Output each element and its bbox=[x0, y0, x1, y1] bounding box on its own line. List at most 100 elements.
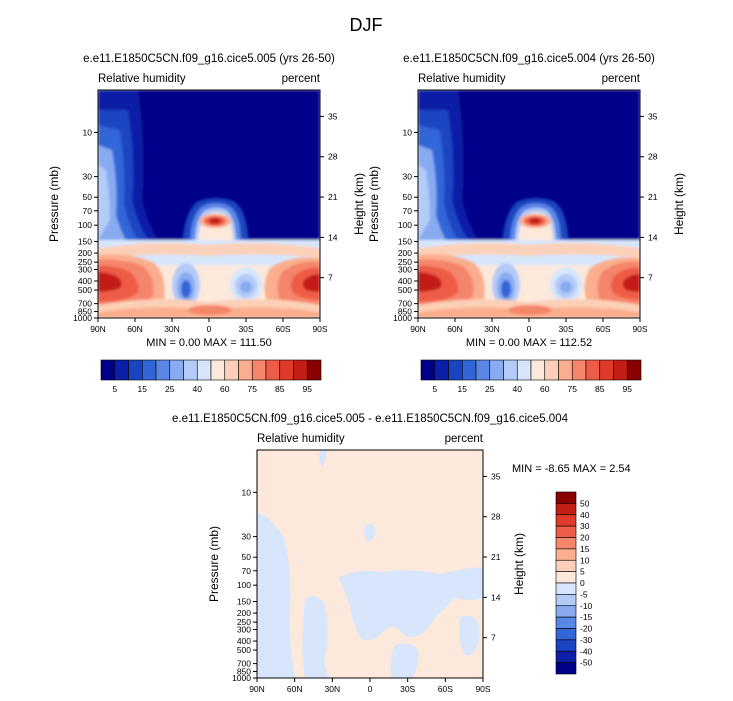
panel-c-colorbar-swatch bbox=[555, 662, 577, 675]
panel-a-colorbar-swatch bbox=[306, 359, 322, 381]
panel-c-colorbar-label: -10 bbox=[580, 601, 593, 611]
panel-b-colorbar-swatch bbox=[475, 359, 491, 381]
panel-a-colorbar-label: 75 bbox=[248, 384, 258, 394]
panel-c-colorbar-label: 0 bbox=[580, 578, 585, 588]
panel-c-colorbar-swatch bbox=[555, 571, 577, 584]
panel-a-colorbar-label: 15 bbox=[138, 384, 148, 394]
panel-b-xtick-label: 0 bbox=[527, 324, 532, 334]
panel-c-title: e.e11.E1850C5CN.f09_g16.cice5.005 - e.e1… bbox=[172, 413, 569, 425]
panel-c-colorbar-label: 50 bbox=[580, 498, 590, 508]
panel-c-colorbar-swatch bbox=[555, 514, 577, 527]
panel-a-left-label: Relative humidity bbox=[98, 73, 186, 85]
panel-a-ytick-label: 50 bbox=[83, 192, 93, 202]
panel-c-xtick-label: 30S bbox=[400, 684, 415, 694]
panel-b-colorbar-swatch bbox=[599, 359, 614, 381]
panel-a-ytick-label: 850 bbox=[78, 306, 92, 316]
panel-c-colorbar-label: -50 bbox=[580, 658, 593, 668]
panel-b-ytick-label: 400 bbox=[398, 276, 412, 286]
panel-b-colorbar-swatch bbox=[489, 359, 504, 381]
panel-b-xtick-label: 30S bbox=[558, 324, 573, 334]
panel-c-ytick-label: 100 bbox=[237, 580, 251, 590]
panel-c-colorbar-label: -30 bbox=[580, 635, 593, 645]
panel-c-ytick-label: 700 bbox=[237, 659, 251, 669]
panel-a-stats: MIN = 0.00 MAX = 111.50 bbox=[146, 337, 272, 349]
panel-a-ytick-right-label: 35 bbox=[328, 111, 338, 121]
panel-b-ytick-label: 500 bbox=[398, 285, 412, 295]
panel-b-colorbar-swatch bbox=[516, 359, 532, 381]
panel-a-colorbar-swatch bbox=[279, 359, 294, 381]
panel-c-field bbox=[257, 450, 483, 678]
panel-b-colorbar-swatch bbox=[530, 359, 546, 381]
panel-b-stats: MIN = 0.00 MAX = 112.52 bbox=[466, 337, 592, 349]
panel-c-colorbar-swatch bbox=[555, 525, 577, 538]
panel-b-ytick-label: 70 bbox=[403, 206, 413, 216]
panel-c-ytick-right-label: 7 bbox=[491, 633, 496, 643]
panel-b-colorbar: 5 15 25 40 60 75 85 95 bbox=[420, 359, 642, 394]
panel-b-colorbar-swatch bbox=[613, 359, 628, 381]
panel-b-colorbar-swatch bbox=[585, 359, 601, 381]
panel-c-colorbar-label: -15 bbox=[580, 612, 593, 622]
panel-c-colorbar-label: 40 bbox=[580, 510, 590, 520]
panel-b-colorbar-label: 75 bbox=[568, 384, 578, 394]
panel-c-colorbar-swatch bbox=[555, 559, 577, 572]
panel-a-colorbar-swatch bbox=[141, 359, 157, 381]
panel-b-colorbar-label: 15 bbox=[458, 384, 468, 394]
panel-a-ytick-label: 1000 bbox=[73, 313, 92, 323]
panel-b-ytick-right-label: 21 bbox=[648, 192, 658, 202]
panel-c-colorbar-label: 30 bbox=[580, 521, 590, 531]
panel-a-field bbox=[98, 90, 320, 318]
panel-b-field bbox=[418, 90, 640, 318]
panel-c-colorbar-swatch bbox=[555, 594, 577, 607]
figure-title: DJF bbox=[350, 15, 383, 35]
panel-a-ytick-label: 200 bbox=[78, 248, 92, 258]
panel-c-colorbar-label: 15 bbox=[580, 544, 590, 554]
panel-c-colorbar-swatch bbox=[555, 628, 577, 641]
panel-c-xtick-label: 0 bbox=[368, 684, 373, 694]
panel-a-colorbar-label: 25 bbox=[165, 384, 175, 394]
panel-c-colorbar-swatch bbox=[555, 491, 577, 504]
panel-b-ytick-label: 700 bbox=[398, 299, 412, 309]
panel-b-right-label: percent bbox=[602, 73, 641, 85]
panel-a-xtick-label: 30N bbox=[164, 324, 180, 334]
panel-c-colorbar-label: -20 bbox=[580, 624, 593, 634]
panel-c-ytick-label: 1000 bbox=[232, 673, 251, 683]
panel-b-axes: 1030507010015020025030040050070085010003… bbox=[393, 111, 658, 334]
panel-c-ytick-right-label: 14 bbox=[491, 592, 501, 602]
panel-a-colorbar-swatch bbox=[169, 359, 184, 381]
panel-a-xtick-label: 90S bbox=[312, 324, 327, 334]
panel-b-ytick-label: 250 bbox=[398, 257, 412, 267]
panel-a-ytick-label: 700 bbox=[78, 299, 92, 309]
panel-a-colorbar-swatch bbox=[293, 359, 308, 381]
panel-a-ytick-label: 300 bbox=[78, 264, 92, 274]
panel-c-colorbar-swatch bbox=[555, 537, 577, 550]
panel-a-ylabel-right: Height (km) bbox=[352, 173, 366, 235]
panel-a-xtick-label: 60S bbox=[275, 324, 290, 334]
panel-a-ytick-label: 500 bbox=[78, 285, 92, 295]
panel-a-ytick-right-label: 28 bbox=[328, 152, 338, 162]
panel-a-colorbar-swatch bbox=[196, 359, 212, 381]
panel-a-ytick-label: 70 bbox=[83, 206, 93, 216]
panel-a-ytick-right-label: 14 bbox=[328, 232, 338, 242]
panel-a-colorbar: 5 15 25 40 60 75 85 95 bbox=[100, 359, 322, 394]
panel-a-colorbar-swatch bbox=[265, 359, 281, 381]
panel-b-colorbar-swatch bbox=[626, 359, 642, 381]
panel-a-ytick-right-label: 21 bbox=[328, 192, 338, 202]
panel-a-title: e.e11.E1850C5CN.f09_g16.cice5.005 (yrs 2… bbox=[83, 53, 335, 65]
panel-a-colorbar-swatch bbox=[100, 359, 116, 381]
panel-b-colorbar-swatch bbox=[503, 359, 518, 381]
panel-b-colorbar-swatch bbox=[448, 359, 463, 381]
panel-c-colorbar-label: 10 bbox=[580, 555, 590, 565]
panel-b-ylabel-right: Height (km) bbox=[672, 173, 686, 235]
panel-b-ytick-label: 10 bbox=[403, 127, 413, 137]
panel-b-title: e.e11.E1850C5CN.f09_g16.cice5.004 (yrs 2… bbox=[403, 53, 655, 65]
panel-c-ytick-label: 200 bbox=[237, 608, 251, 618]
panel-b-xtick-label: 60S bbox=[595, 324, 610, 334]
panel-b-colorbar-swatch bbox=[434, 359, 449, 381]
panel-b-colorbar-label: 95 bbox=[623, 384, 633, 394]
panel-a-colorbar-label: 60 bbox=[220, 384, 230, 394]
panel-a-ytick-label: 10 bbox=[83, 127, 93, 137]
panel-b-ytick-right-label: 14 bbox=[648, 232, 658, 242]
panel-b-colorbar-label: 85 bbox=[595, 384, 605, 394]
panel-b-ytick-label: 1000 bbox=[393, 313, 412, 323]
